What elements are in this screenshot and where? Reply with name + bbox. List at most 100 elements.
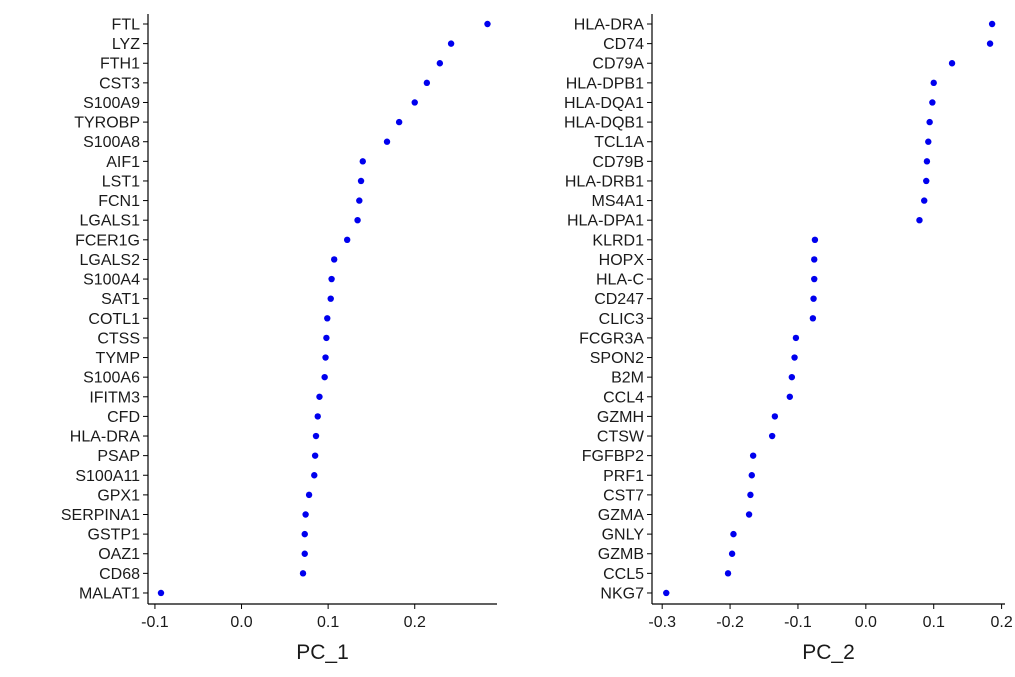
pc1-gene-label: S100A4 (83, 272, 140, 289)
pc1-point-ctss (323, 334, 330, 342)
pc1-gene-label: S100A8 (83, 134, 140, 151)
pc1-x-tick-label: -0.1 (141, 614, 169, 631)
pc2-point-fgfbp2 (749, 452, 757, 459)
pc2-gene-label: CCL4 (603, 389, 644, 406)
pc1-gene-label: S100A9 (83, 95, 140, 112)
pc2-gene-label: CD79B (592, 154, 644, 171)
pc1-x-tick-label: 0.0 (230, 614, 252, 631)
pc2-point-hla-dpb1 (930, 79, 937, 87)
pc2-gene-label: HLA-DQB1 (564, 115, 644, 132)
pc2-gene-label: HLA-DRB1 (565, 173, 644, 190)
pc2-gene-label: KLRD1 (592, 232, 644, 249)
pc1-gene-label: AIF1 (106, 154, 140, 171)
pc2-point-klrd1 (811, 236, 819, 244)
pc2-point-hla-c (811, 275, 818, 283)
pc2-point-hla-dpa1 (916, 217, 923, 224)
pc1-gene-label: TYROBP (74, 115, 140, 132)
pc2-gene-label: CD79A (592, 56, 644, 73)
pc2-point-hla-dra (988, 20, 996, 28)
pc1-gene-label: CST3 (99, 75, 140, 92)
pc1-point-s100a6 (321, 373, 328, 381)
pc1-point-s100a9 (411, 99, 418, 106)
pc2-gene-label: CTSW (597, 429, 645, 446)
pc1-point-ifitm3 (316, 393, 323, 400)
pc1-point-s100a11 (311, 472, 318, 479)
pc1-point-sat1 (327, 295, 334, 302)
pc2-gene-label: HLA-DPA1 (567, 213, 644, 230)
pc1-point-tyrobp (395, 118, 403, 126)
pc2-gene-label: CST7 (603, 487, 644, 504)
pc2-gene-label: CLIC3 (599, 311, 644, 328)
pc1-point-aif1 (359, 158, 366, 165)
pc2-point-ccl5 (724, 570, 732, 577)
pc2-gene-label: B2M (611, 370, 644, 387)
pc2-point-cd79b (923, 158, 931, 165)
pc1-gene-label: LYZ (112, 36, 140, 53)
pc2-x-tick-label: 0.2 (990, 614, 1012, 631)
pc2-point-gnly (730, 530, 737, 538)
pc1-gene-label: FTH1 (100, 56, 140, 73)
pc1-point-s100a4 (328, 275, 335, 283)
pc2-gene-label: GNLY (602, 527, 645, 544)
pc2-point-hla-drb1 (923, 177, 930, 185)
pc1-point-psap (311, 452, 319, 459)
pc1-point-oaz1 (301, 550, 308, 557)
pc1-x-tick-label: 0.1 (317, 614, 339, 631)
pc2-gene-label: SPON2 (590, 350, 644, 367)
pc2-gene-label: FGFBP2 (582, 448, 644, 465)
pc1-point-lgals2 (330, 256, 338, 263)
pc2-point-b2m (788, 373, 796, 381)
pc2-gene-label: HOPX (599, 252, 645, 269)
pc1-gene-label: GSTP1 (88, 527, 141, 544)
pc1-gene-label: FCER1G (75, 232, 140, 249)
pc2-point-hla-dqb1 (926, 118, 933, 126)
pc2-point-cd247 (810, 295, 817, 302)
pc1-gene-label: TYMP (96, 350, 140, 367)
pc2-gene-label: HLA-C (596, 272, 644, 289)
pc2-point-hopx (811, 256, 818, 263)
pc2-gene-label: FCGR3A (579, 330, 644, 347)
pc1-point-fth1 (436, 60, 444, 67)
pc1-gene-label: MALAT1 (79, 585, 140, 602)
pc2-point-gzmb (728, 550, 736, 557)
pc2-point-spon2 (791, 354, 798, 361)
pc1-gene-label: LST1 (102, 173, 140, 190)
pc1-gene-label: CFD (107, 409, 140, 426)
pc2-gene-label: GZMH (597, 409, 644, 426)
pc1-point-cfd (314, 413, 321, 420)
pc1-x-axis-title: PC_1 (296, 641, 349, 664)
pc1-point-gpx1 (305, 491, 313, 499)
pc1-gene-label: CTSS (97, 330, 140, 347)
pc1-point-fcer1g (343, 236, 351, 244)
pc1-gene-label: CD68 (99, 566, 140, 583)
pc2-point-gzma (745, 511, 753, 518)
pc1-gene-label: FCN1 (98, 193, 140, 210)
pc2-x-tick-label: 0.0 (855, 614, 877, 631)
pc2-x-tick-label: -0.2 (716, 614, 744, 631)
pc1-point-lyz (447, 40, 455, 47)
pc2-point-cd74 (986, 40, 994, 47)
pc2-gene-label: TCL1A (594, 134, 644, 151)
pc1-gene-label: S100A11 (75, 468, 140, 485)
pc1-point-tymp (322, 354, 329, 361)
pc1-gene-label: OAZ1 (98, 546, 140, 563)
pc1-point-lgals1 (354, 217, 361, 224)
pc1-gene-label: FTL (112, 17, 141, 34)
pc2-gene-label: CD74 (603, 36, 644, 53)
pc1-gene-label: COTL1 (88, 311, 140, 328)
pc2-point-ctsw (768, 432, 776, 440)
pc1-point-hla-dra (312, 432, 320, 440)
pc1-gene-label: IFITM3 (89, 389, 140, 406)
pc1-point-s100a8 (383, 138, 391, 145)
pc2-gene-label: HLA-DRA (574, 17, 645, 34)
pc2-point-cd79a (948, 60, 956, 67)
pc2-point-ms4a1 (921, 197, 928, 204)
pc1-point-gstp1 (301, 530, 308, 538)
pc2-gene-label: CCL5 (603, 566, 644, 583)
pc2-gene-label: HLA-DQA1 (564, 95, 644, 112)
pc2-point-cst7 (747, 491, 754, 499)
pc1-point-malat1 (157, 589, 165, 597)
pc1-gene-label: PSAP (97, 448, 140, 465)
pc2-point-clic3 (809, 315, 817, 322)
pc1-gene-label: LGALS1 (80, 213, 141, 230)
